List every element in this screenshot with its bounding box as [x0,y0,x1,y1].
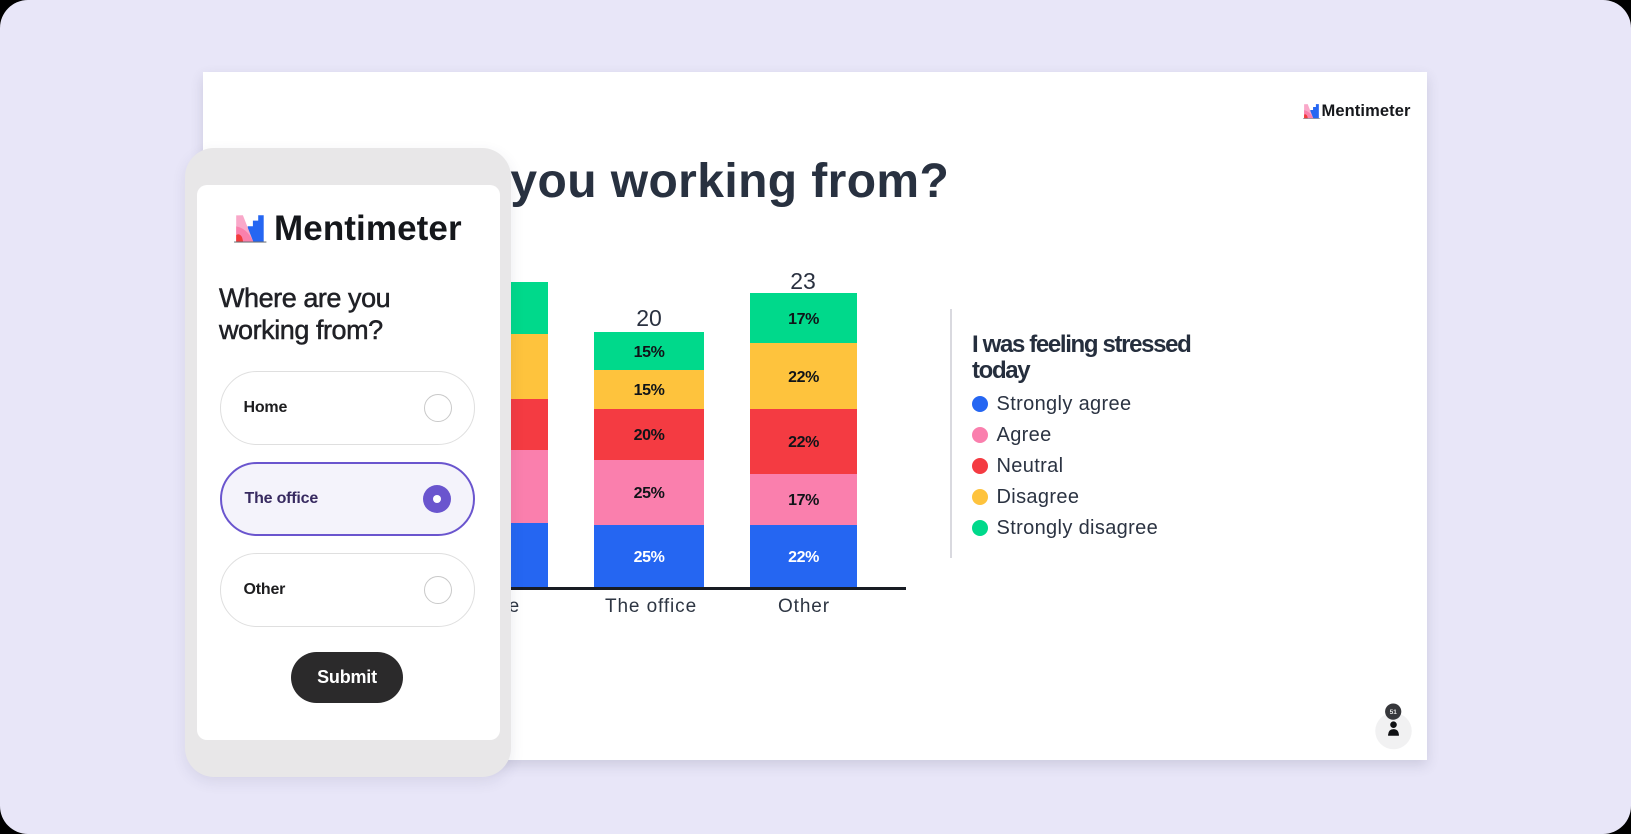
svg-text:51: 51 [1390,709,1398,716]
